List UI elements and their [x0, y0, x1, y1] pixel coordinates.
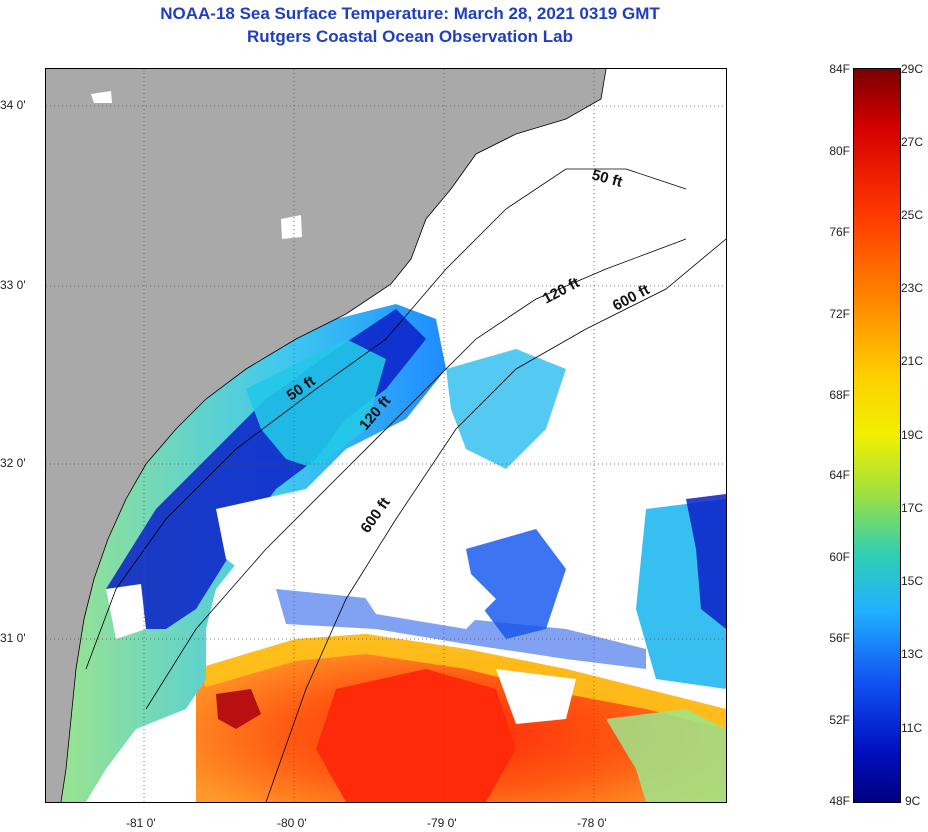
contour-600ft: [265, 238, 726, 802]
cb-label-56F: 56F: [829, 631, 850, 645]
contour-50ft: [85, 168, 687, 670]
cb-label-52F: 52F: [829, 713, 850, 727]
cb-label-76F: 76F: [829, 225, 850, 239]
cb-label-64F: 64F: [829, 468, 850, 482]
gulf-stream-edge: [196, 634, 726, 729]
cb-label-60F: 60F: [829, 550, 850, 564]
land-mass: [46, 69, 606, 802]
sst-map[interactable]: 50 ft 120 ft 600 ft 50 ft 120 ft 600 ft: [45, 68, 727, 803]
cb-label-72F: 72F: [829, 307, 850, 321]
cb-label-80F: 80F: [829, 144, 850, 158]
lat-label-31: 31 0': [0, 631, 26, 645]
cb-label-15C: 15C: [901, 574, 924, 588]
cb-label-48F: 48F: [829, 794, 850, 808]
lon-label-81: -81 0': [126, 816, 156, 830]
cb-label-23C: 23C: [901, 281, 924, 295]
cb-label-21C: 21C: [901, 354, 924, 368]
chart-subtitle: Rutgers Coastal Ocean Observation Lab: [247, 27, 573, 46]
lon-label-78: -78 0': [577, 816, 607, 830]
lat-label-32: 32 0': [0, 456, 26, 470]
cloud-patch-3: [496, 669, 576, 724]
warm-core: [316, 669, 516, 802]
cb-label-25C: 25C: [901, 208, 924, 222]
cb-label-19C: 19C: [901, 428, 924, 442]
cb-label-17C: 17C: [901, 501, 924, 515]
colorbar: [853, 68, 901, 803]
cloud-patch-4: [346, 549, 496, 629]
coastline: [60, 69, 607, 802]
cloud-patch-1: [216, 489, 346, 589]
cold-offshore-patch: [466, 529, 566, 639]
lat-label-34: 34 0': [0, 98, 26, 112]
lon-label-80: -80 0': [277, 816, 307, 830]
cb-label-84F: 84F: [829, 62, 850, 76]
cb-label-13C: 13C: [901, 647, 924, 661]
contour-120ft: [145, 238, 687, 710]
cb-label-27C: 27C: [901, 135, 924, 149]
cool-offshore-2: [446, 349, 566, 469]
chart-title: NOAA-18 Sea Surface Temperature: March 2…: [160, 4, 660, 23]
hot-spot: [216, 689, 261, 729]
cold-east-edge: [686, 494, 726, 629]
cool-patch-se: [606, 709, 726, 802]
cold-band-south: [276, 589, 646, 669]
lon-label-79: -79 0': [427, 816, 457, 830]
cool-offshore: [246, 339, 386, 469]
cb-label-29C: 29C: [901, 62, 924, 76]
cb-label-9C: 9C: [905, 794, 921, 808]
colorbar-gradient: [854, 69, 900, 802]
lat-label-33: 33 0': [0, 278, 26, 292]
grid-lines: [46, 69, 726, 802]
cb-label-68F: 68F: [829, 388, 850, 402]
cb-label-11C: 11C: [901, 721, 923, 735]
cloud-patch-2: [106, 584, 146, 639]
